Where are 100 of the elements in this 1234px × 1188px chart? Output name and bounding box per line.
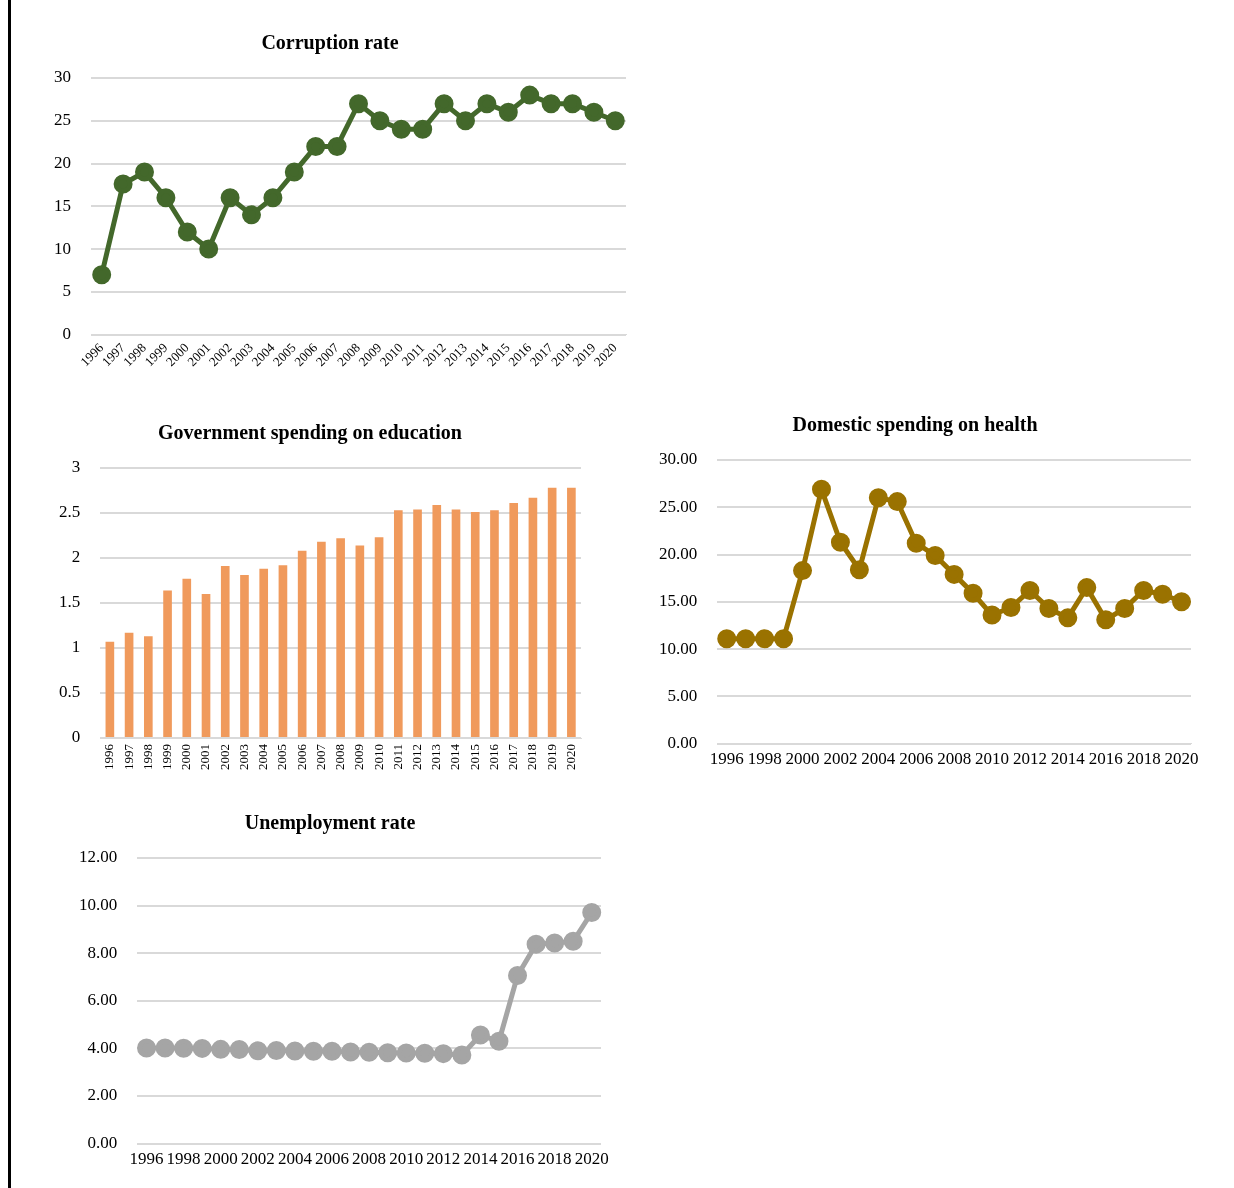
point [155,1038,175,1058]
y-tick-label: 10 [54,238,71,258]
y-tick-label: 15.00 [659,591,698,611]
x-tick-label: 2017 [505,743,521,770]
x-tick-label: 2008 [937,749,972,769]
point [220,188,240,208]
point [830,532,850,552]
point [135,162,154,182]
point [378,1043,398,1063]
point [242,205,261,225]
point [477,94,497,114]
point [1153,584,1173,604]
y-tick-label: 25.00 [659,496,698,516]
x-tick-label: 2009 [351,744,367,770]
x-tick-label: 2004 [277,1149,313,1169]
point [391,119,411,139]
point [736,629,756,649]
point [582,903,602,922]
x-tick-label: 2010 [975,749,1010,769]
y-tick-label: 20 [54,153,71,172]
x-tick-label: 2000 [785,749,820,769]
x-tick-label: 2012 [408,744,424,770]
point [944,564,964,584]
y-tick-label: 2 [71,547,81,567]
point [306,136,326,156]
y-tick-label: 10.00 [659,638,698,658]
point [1172,592,1192,612]
point [177,222,197,242]
y-tick-label: 6.00 [87,990,118,1010]
point [520,85,540,105]
y-tick-label: 0.5 [59,682,81,702]
y-tick-label: 4.00 [87,1037,118,1057]
y-tick-label: 0 [71,727,81,747]
point [266,1041,286,1061]
x-tick-label: 2020 [1164,749,1199,769]
x-tick-label: 2018 [1126,749,1161,769]
x-tick-label: 1998 [166,1149,201,1169]
x-tick-label: 1996 [101,743,117,770]
point [327,136,347,156]
point [263,188,283,208]
x-tick-label: 2006 [315,1149,350,1169]
point [349,94,368,114]
point [717,629,737,649]
point [199,239,219,259]
y-tick-label: 1 [71,637,81,657]
x-tick-label: 2004 [255,743,271,770]
x-tick-label: 1997 [120,743,136,770]
x-tick-label: 2012 [426,1149,461,1169]
x-tick-label: 2005 [274,744,290,770]
x-tick-label: 2000 [203,1149,238,1169]
y-tick-label: 2.5 [59,502,81,522]
bar [470,512,480,737]
point [1001,597,1021,617]
x-tick-label: 2001 [197,744,213,770]
x-tick-label: 1999 [158,744,174,770]
x-tick-label: 2002 [216,744,232,770]
bar [124,632,134,737]
point [1020,580,1040,600]
y-tick-label: 0.00 [87,1133,118,1153]
y-tick-label: 8.00 [87,942,118,962]
point [1115,598,1135,618]
point [906,533,926,553]
x-tick-label: 2014 [1050,749,1086,769]
y-tick-label: 30.00 [659,449,698,469]
point [1134,580,1154,600]
y-tick-label: 1.5 [59,592,81,612]
y-tick-label: 25 [54,110,71,130]
point [211,1039,231,1059]
x-tick-label: 2000 [178,744,194,770]
point [322,1041,342,1061]
chart-title: Corruption rate [261,31,399,55]
point [563,94,582,114]
bar [317,541,326,737]
point [793,561,813,581]
x-tick-label: 2013 [428,744,444,770]
point [526,934,546,954]
point [229,1040,249,1060]
point [811,479,831,499]
bar [451,509,461,737]
x-tick-label: 2006 [899,749,934,769]
point [359,1042,379,1062]
bar [490,510,499,737]
point [370,111,390,131]
point [284,162,304,182]
point [174,1038,194,1058]
bar [201,594,211,737]
point [341,1042,361,1062]
point [498,102,518,122]
x-tick-label: 2003 [235,744,251,770]
x-tick-label: 2019 [543,744,559,770]
point [489,1031,509,1051]
bar [220,566,230,737]
point [433,1044,453,1064]
bar [374,537,384,737]
bar [509,503,519,737]
point [605,111,625,131]
chart-title: Domestic spending on health [792,413,1038,437]
point [285,1041,305,1061]
point [456,111,475,131]
bar [567,487,576,737]
